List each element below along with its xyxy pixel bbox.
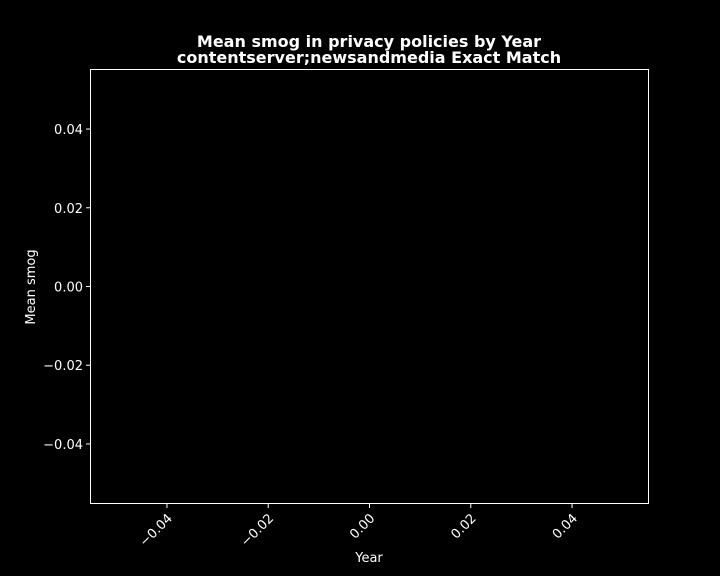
x-axis-label: Year xyxy=(354,551,383,566)
y-axis-label: Mean smog xyxy=(24,249,39,324)
y-tick-label: 0.00 xyxy=(54,281,83,296)
y-tick-label: −0.04 xyxy=(43,438,83,453)
y-tick-label: −0.02 xyxy=(43,359,83,374)
y-tick-label: 0.02 xyxy=(54,202,83,217)
y-tick-label: 0.04 xyxy=(54,123,83,138)
chart-title: Mean smog in privacy policies by Year xyxy=(197,32,541,51)
y-axis-ticks: 0.04 0.02 0.00 −0.02 −0.04 xyxy=(43,123,91,453)
chart-subtitle: contentserver;newsandmedia Exact Match xyxy=(177,48,561,67)
